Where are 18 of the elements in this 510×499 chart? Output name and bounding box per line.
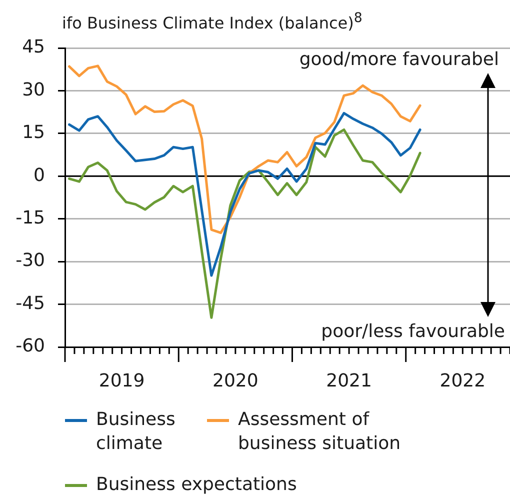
legend-label: Assessment of business situation (238, 408, 402, 456)
chart-title: ifo Business Climate Index (balance)$^{8}$ (62, 10, 362, 34)
y-tick-label: -60 (16, 336, 45, 357)
x-tick-label: 2021 (326, 370, 372, 392)
y-tick-label: 45 (22, 36, 45, 58)
y-tick-label: -15 (16, 208, 45, 229)
y-tick-label: 15 (22, 122, 45, 144)
y-tick-label: -45 (16, 292, 45, 314)
y-tick-label: 30 (22, 79, 45, 100)
legend-label: Business climate (96, 408, 176, 456)
y-tick-label: 0 (34, 164, 45, 186)
annotation: good/more favourabel (299, 49, 499, 70)
y-tick-label: -30 (16, 250, 45, 272)
x-tick-label: 2020 (212, 370, 258, 392)
annotation: poor/less favourable (321, 321, 505, 342)
x-tick-label: 2019 (98, 370, 145, 392)
legend-label: Business expectations (96, 473, 297, 497)
x-tick-label: 2022 (440, 370, 486, 392)
